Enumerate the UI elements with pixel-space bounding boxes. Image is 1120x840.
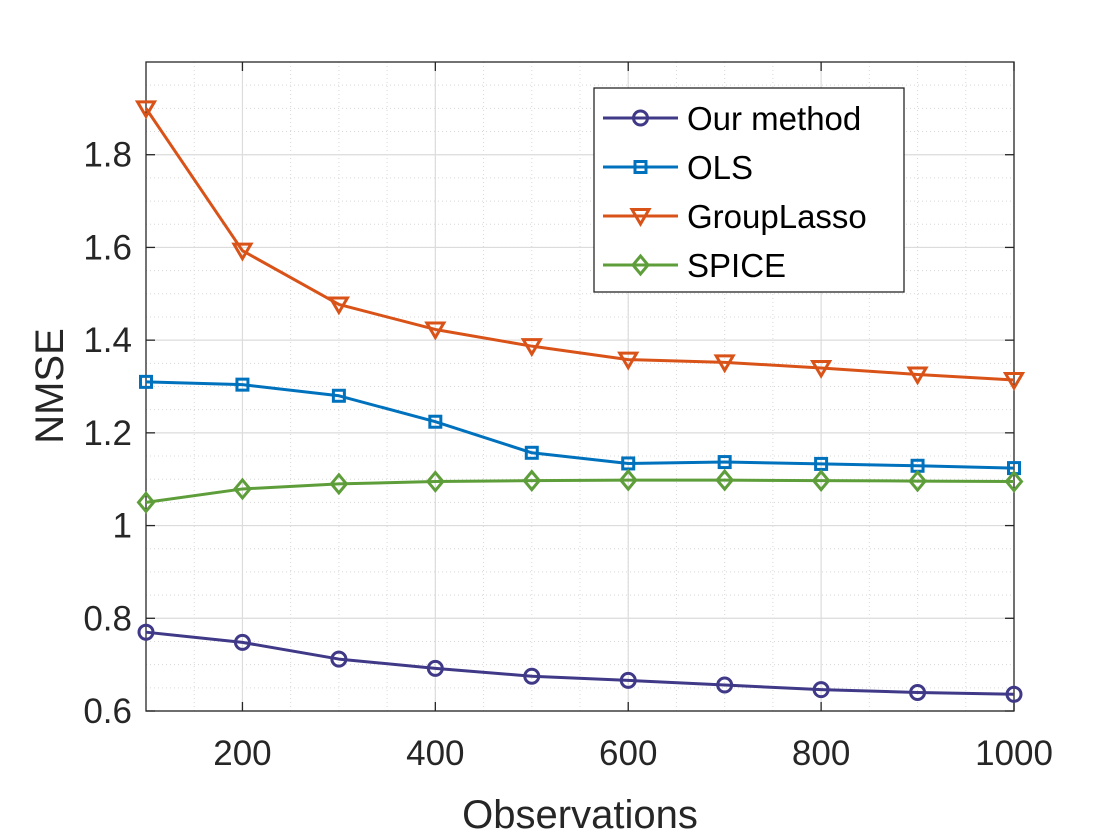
data-point-grouplasso	[906, 366, 929, 386]
legend-swatch-marker	[631, 253, 650, 277]
legend-item-spice: SPICE	[603, 247, 786, 284]
axis-ticks	[146, 62, 1015, 712]
x-tick-labels: 200 400 600 800 1000	[213, 734, 1053, 773]
y-axis-title: NMSE	[28, 328, 72, 444]
data-point-ols	[717, 455, 732, 470]
data-point-spice	[908, 469, 928, 493]
legend-items: Our method OLS GroupLasso SPICE	[603, 100, 867, 284]
series-line-ols	[145, 380, 1015, 470]
legend-label: OLS	[687, 149, 753, 186]
y-tick-label: 1	[113, 507, 132, 546]
data-point-our-method	[330, 650, 348, 668]
data-point-our-method	[619, 671, 637, 689]
data-point-our-method	[426, 659, 444, 677]
data-point-our-method	[137, 623, 155, 641]
series-our-method	[137, 623, 1023, 703]
data-point-spice	[715, 468, 735, 492]
x-tick-label: 200	[213, 734, 271, 773]
data-point-spice	[811, 469, 831, 492]
y-tick-label: 1.8	[83, 136, 132, 175]
y-tick-label: 0.8	[83, 599, 132, 638]
legend-item-grouplasso: GroupLasso	[603, 198, 867, 235]
y-tick-label: 1.4	[83, 321, 132, 360]
x-tick-label: 800	[792, 734, 850, 773]
legend-label: Our method	[687, 100, 861, 137]
data-point-ols	[331, 388, 346, 403]
data-point-grouplasso	[424, 321, 447, 341]
data-point-grouplasso	[520, 338, 543, 358]
legend-swatch-marker	[632, 109, 649, 127]
y-tick-label: 0.6	[83, 692, 132, 731]
data-point-our-method	[716, 676, 734, 694]
data-point-grouplasso	[1002, 372, 1026, 391]
series-layer	[134, 100, 1026, 703]
data-point-grouplasso	[809, 359, 833, 379]
x-tick-label: 600	[599, 734, 657, 773]
series-line-spice	[145, 478, 1015, 504]
data-point-our-method	[1005, 685, 1023, 703]
x-axis-title: Observations	[462, 793, 698, 837]
x-tick-label: 1000	[975, 734, 1053, 773]
data-point-our-method	[233, 633, 251, 651]
data-point-grouplasso	[713, 354, 736, 374]
legend-label: GroupLasso	[687, 198, 867, 235]
data-point-spice	[425, 470, 445, 493]
data-point-spice	[618, 468, 638, 492]
data-point-our-method	[909, 683, 927, 701]
legend-item-ols: OLS	[603, 149, 753, 186]
legend-item-our-method: Our method	[603, 100, 861, 137]
data-point-grouplasso	[617, 351, 640, 371]
y-tick-label: 1.2	[83, 414, 132, 453]
data-point-our-method	[812, 681, 830, 699]
data-point-ols	[524, 445, 539, 460]
series-spice	[136, 468, 1024, 514]
data-point-ols	[139, 374, 153, 389]
data-point-our-method	[523, 667, 541, 685]
data-point-grouplasso	[134, 100, 158, 120]
data-point-spice	[232, 477, 252, 501]
data-point-grouplasso	[231, 242, 254, 262]
y-tick-label: 1.6	[83, 228, 132, 267]
series-line-our-method	[145, 630, 1015, 696]
legend: Our method OLS GroupLasso SPICE	[593, 87, 905, 293]
y-tick-labels: 0.6 0.8 1 1.2 1.4 1.6 1.8	[83, 136, 132, 731]
data-point-ols	[428, 414, 443, 429]
data-point-spice	[329, 472, 349, 496]
data-point-grouplasso	[327, 296, 351, 316]
data-point-spice	[522, 469, 542, 492]
x-tick-label: 400	[406, 734, 464, 773]
legend-label: SPICE	[687, 247, 786, 284]
data-point-spice	[136, 491, 156, 514]
legend-swatch-marker	[629, 208, 652, 227]
data-point-ols	[235, 377, 250, 392]
data-point-spice	[1004, 470, 1024, 493]
legend-swatch-marker	[633, 160, 648, 174]
series-line-grouplasso	[144, 107, 1015, 382]
series-grouplasso	[134, 100, 1026, 391]
